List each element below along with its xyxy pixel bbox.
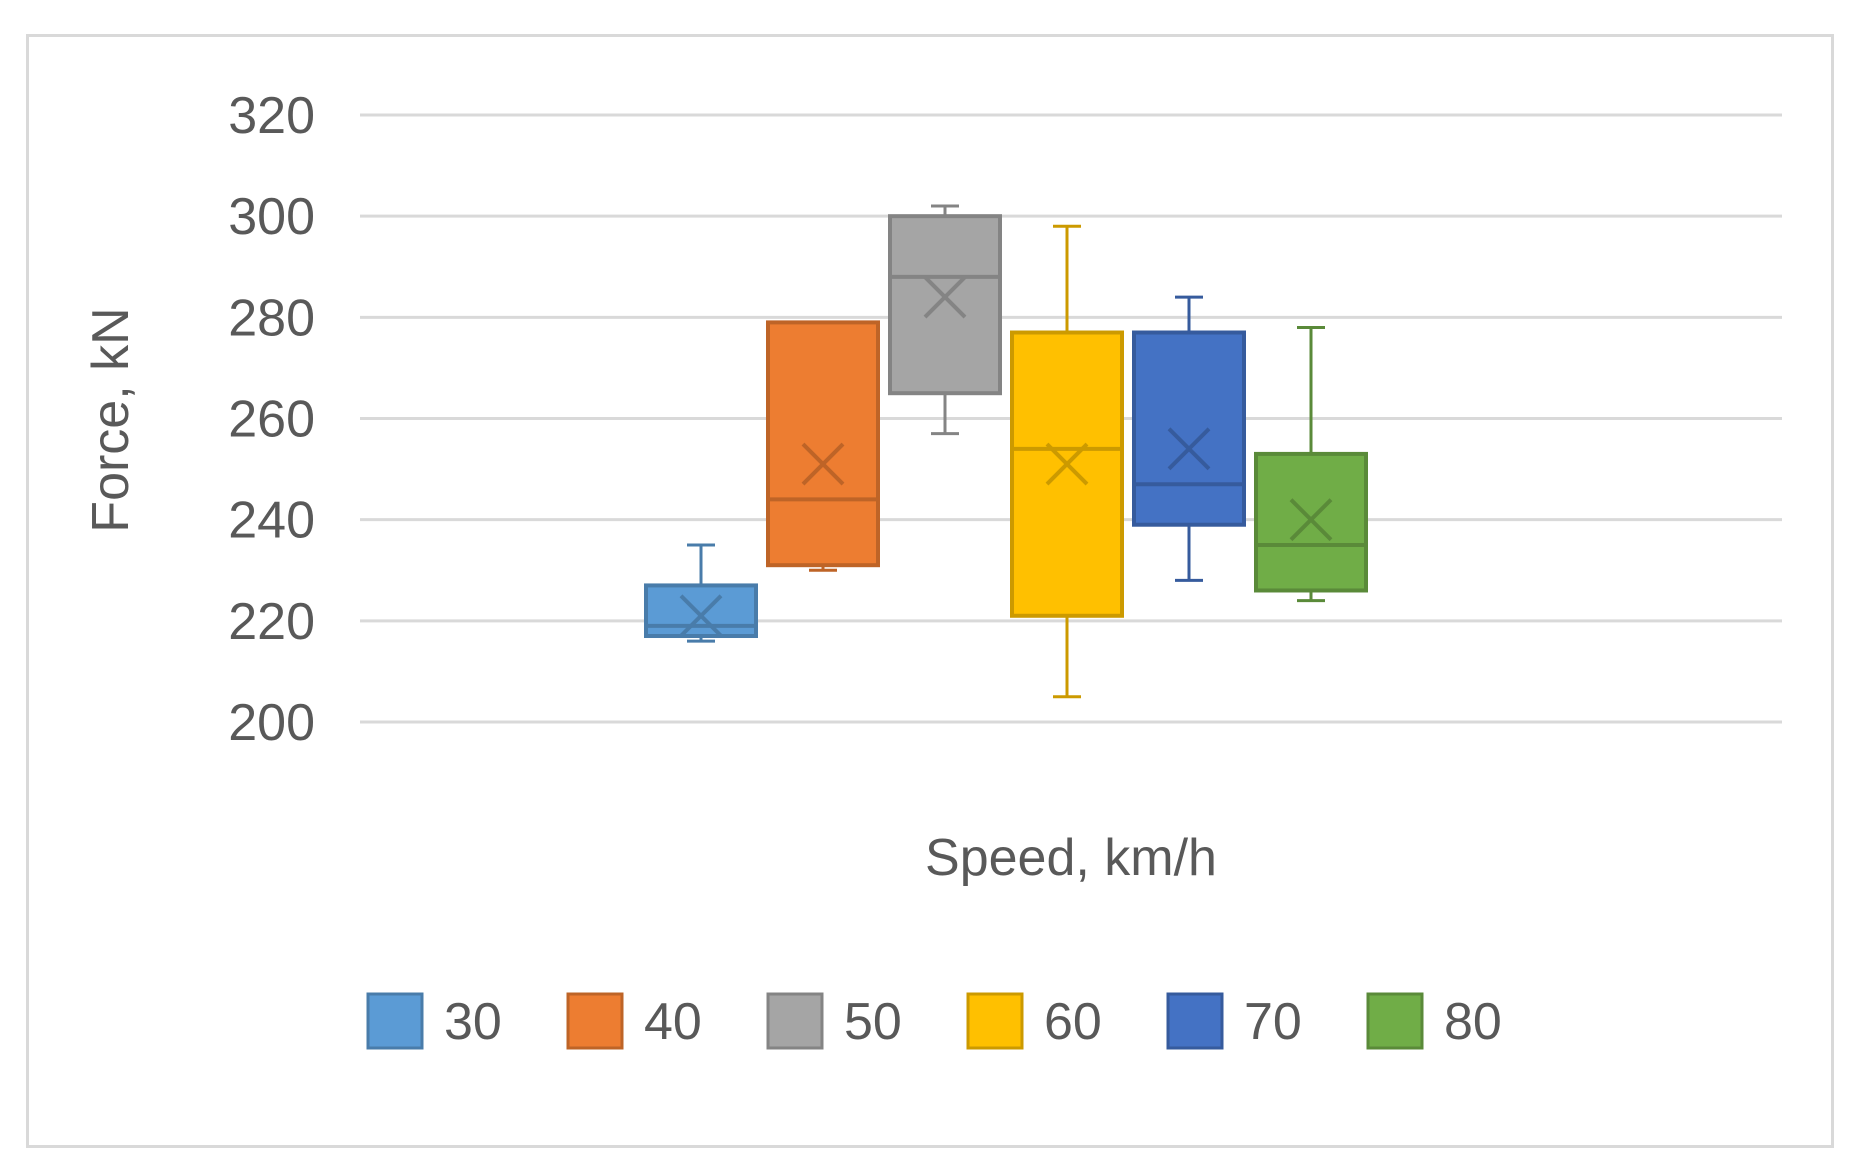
legend-item-50: 50 <box>766 992 902 1051</box>
legend-swatch-60 <box>966 992 1024 1050</box>
legend-item-70: 70 <box>1166 992 1302 1051</box>
legend-label-60: 60 <box>1044 993 1102 1051</box>
y-tick-label-260: 260 <box>228 391 315 449</box>
legend-item-60: 60 <box>966 992 1102 1051</box>
mean-marker-30 <box>679 594 723 638</box>
mean-marker-80 <box>1289 498 1333 542</box>
mean-marker-40 <box>801 442 845 486</box>
legend-item-30: 30 <box>366 992 502 1051</box>
y-tick-label-300: 300 <box>228 188 315 246</box>
box-series-40 <box>766 320 880 572</box>
mean-marker-70 <box>1167 427 1211 471</box>
y-axis-title: Force, kN <box>82 307 140 532</box>
legend-swatch-40 <box>566 992 624 1050</box>
legend-swatch-30 <box>366 992 424 1050</box>
y-tick-label-200: 200 <box>228 694 315 752</box>
legend-label-80: 80 <box>1444 993 1502 1051</box>
box-series-70 <box>1132 295 1246 582</box>
y-axis-tick-labels: 200 220 240 260 280 300 320 <box>228 87 315 752</box>
mean-marker-60 <box>1045 442 1089 486</box>
legend-item-40: 40 <box>566 992 702 1051</box>
box-50 <box>888 214 1002 396</box>
x-axis-title: Speed, km/h <box>925 829 1217 887</box>
box-series-80 <box>1254 325 1368 603</box>
y-tick-label-240: 240 <box>228 492 315 550</box>
y-tick-label-220: 220 <box>228 593 315 651</box>
y-tick-label-320: 320 <box>228 87 315 145</box>
box-series-group <box>644 204 1368 699</box>
legend-label-70: 70 <box>1244 993 1302 1051</box>
box-series-50 <box>888 204 1002 436</box>
legend-label-50: 50 <box>844 993 902 1051</box>
box-series-30 <box>644 543 758 643</box>
legend-swatch-50 <box>766 992 824 1050</box>
gridlines <box>360 113 1782 724</box>
box-60 <box>1010 330 1124 618</box>
legend-swatch-70 <box>1166 992 1224 1050</box>
legend-swatch-80 <box>1366 992 1424 1050</box>
mean-marker-50 <box>923 275 967 319</box>
box-30 <box>644 583 758 639</box>
box-40 <box>766 320 880 568</box>
legend-label-30: 30 <box>444 993 502 1051</box>
legend-item-80: 80 <box>1366 992 1502 1051</box>
legend-label-40: 40 <box>644 993 702 1051</box>
box-series-60 <box>1010 224 1124 699</box>
box-70 <box>1132 330 1246 527</box>
legend: 30 40 50 60 70 80 <box>366 992 1502 1051</box>
y-tick-label-280: 280 <box>228 289 315 347</box>
